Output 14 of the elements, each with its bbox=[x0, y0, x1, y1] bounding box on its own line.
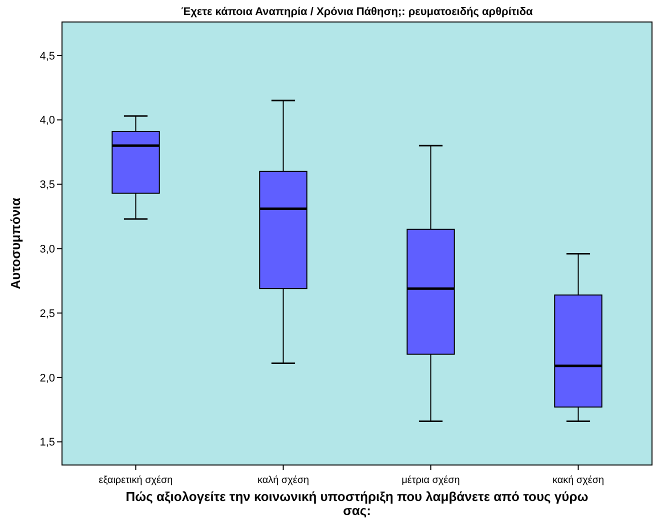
x-tick-label: καλή σχέση bbox=[257, 475, 310, 486]
x-tick-label: εξαιρετική σχέση bbox=[98, 475, 173, 486]
x-tick-label: μέτρια σχέση bbox=[402, 475, 460, 486]
y-tick-label: 2,5 bbox=[40, 308, 55, 320]
x-tick-label: κακή σχέση bbox=[552, 475, 604, 486]
x-axis-title: Πώς αξιολογείτε την κοινωνική υποστήριξη που λαμβάνετε από τους γύρω σας: bbox=[126, 489, 588, 518]
y-tick-label: 3,0 bbox=[40, 244, 55, 256]
y-tick-label: 4,5 bbox=[40, 50, 55, 62]
y-tick-label: 4,0 bbox=[40, 114, 55, 127]
y-axis-title: Αυτοσυμπόνια bbox=[8, 198, 23, 290]
y-tick-label: 3,5 bbox=[40, 179, 55, 192]
y-tick-label: 1,5 bbox=[40, 436, 55, 449]
y-tick-label: 2,0 bbox=[40, 372, 55, 384]
chart-title: Έχετε κάποια Αναπηρία / Χρόνια Πάθηση;: ρευματοειδής αρθρίτιδα bbox=[181, 6, 534, 18]
